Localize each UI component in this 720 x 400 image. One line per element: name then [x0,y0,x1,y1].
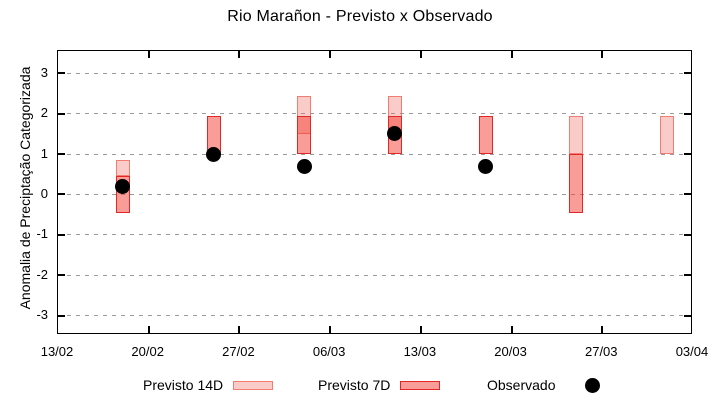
y-tick-left [58,233,65,236]
x-tick-label: 27/02 [222,344,255,359]
x-tick-label: 06/03 [312,344,346,359]
x-tick-label: 27/03 [584,344,618,359]
observado-point [115,178,131,194]
x-tick-bottom [419,326,422,333]
legend: Previsto 14D Previsto 7D Observado [0,374,720,396]
y-tick-left [58,274,65,277]
y-tick-right [684,112,691,115]
x-tick-bottom [601,326,604,333]
x-tick-top [238,51,241,58]
y-tick-label: -3 [36,307,48,322]
previsto-14d-bar [569,115,584,155]
previsto-14d-bar [115,160,130,177]
y-gridline [58,234,691,236]
y-tick-label: 2 [40,105,48,121]
x-tick-bottom [238,326,241,333]
y-tick-left [58,112,65,115]
x-tick-top [419,51,422,58]
y-tick-left [58,153,65,156]
legend-item-previsto-7d: Previsto 7D [318,374,441,396]
legend-label-previsto-14d: Previsto 14D [143,377,224,393]
previsto-14d-bar [660,115,675,155]
legend-item-previsto-14d: Previsto 14D [143,374,274,396]
observado-point [296,158,312,174]
y-tick-right [684,193,691,196]
x-tick-label: 13/03 [403,344,437,359]
y-tick-label: 3 [40,64,48,80]
x-tick-top [601,51,604,58]
x-tick-label: 13/02 [40,344,74,359]
y-tick-right [684,153,691,156]
previsto-7d-bar [297,115,312,155]
x-tick-bottom [510,326,513,333]
y-tick-left [58,193,65,196]
observado-point [206,146,221,162]
y-tick-label: 0 [40,185,48,201]
legend-label-observado: Observado [487,377,556,393]
observado-point [478,158,494,174]
y-tick-left [58,314,65,317]
y-tick-right [684,274,691,277]
y-gridline [58,113,691,115]
previsto-7d-swatch-icon [400,380,441,390]
y-gridline [58,315,691,316]
previsto-7d-bar [478,115,493,155]
x-tick-top [147,51,150,58]
y-gridline [58,153,691,155]
x-tick-bottom [329,326,332,333]
legend-label-previsto-7d: Previsto 7D [318,377,391,393]
x-tick-top [329,51,332,58]
previsto-7d-bar [569,154,584,213]
legend-item-observado: Observado [487,374,601,396]
observado-point [387,126,403,142]
y-tick-label: -2 [36,266,48,282]
x-tick-label: 03/04 [675,344,709,359]
y-tick-right [684,314,691,317]
y-tick-label: 1 [40,145,48,161]
x-tick-label: 20/03 [494,344,527,359]
previsto-14d-swatch-icon [233,380,274,390]
y-tick-right [684,233,691,236]
y-gridline [58,193,691,195]
y-gridline [58,72,691,74]
x-tick-bottom [147,326,150,333]
x-tick-top [510,51,513,58]
observado-dot-icon [585,377,601,393]
x-tick-label: 20/02 [131,344,164,359]
y-tick-right [684,72,691,75]
chart-title: Rio Marañon - Previsto x Observado [227,8,493,25]
y-tick-label: -1 [36,226,48,242]
plot-area [57,50,692,334]
y-tick-left [58,72,65,75]
y-gridline [58,274,691,276]
